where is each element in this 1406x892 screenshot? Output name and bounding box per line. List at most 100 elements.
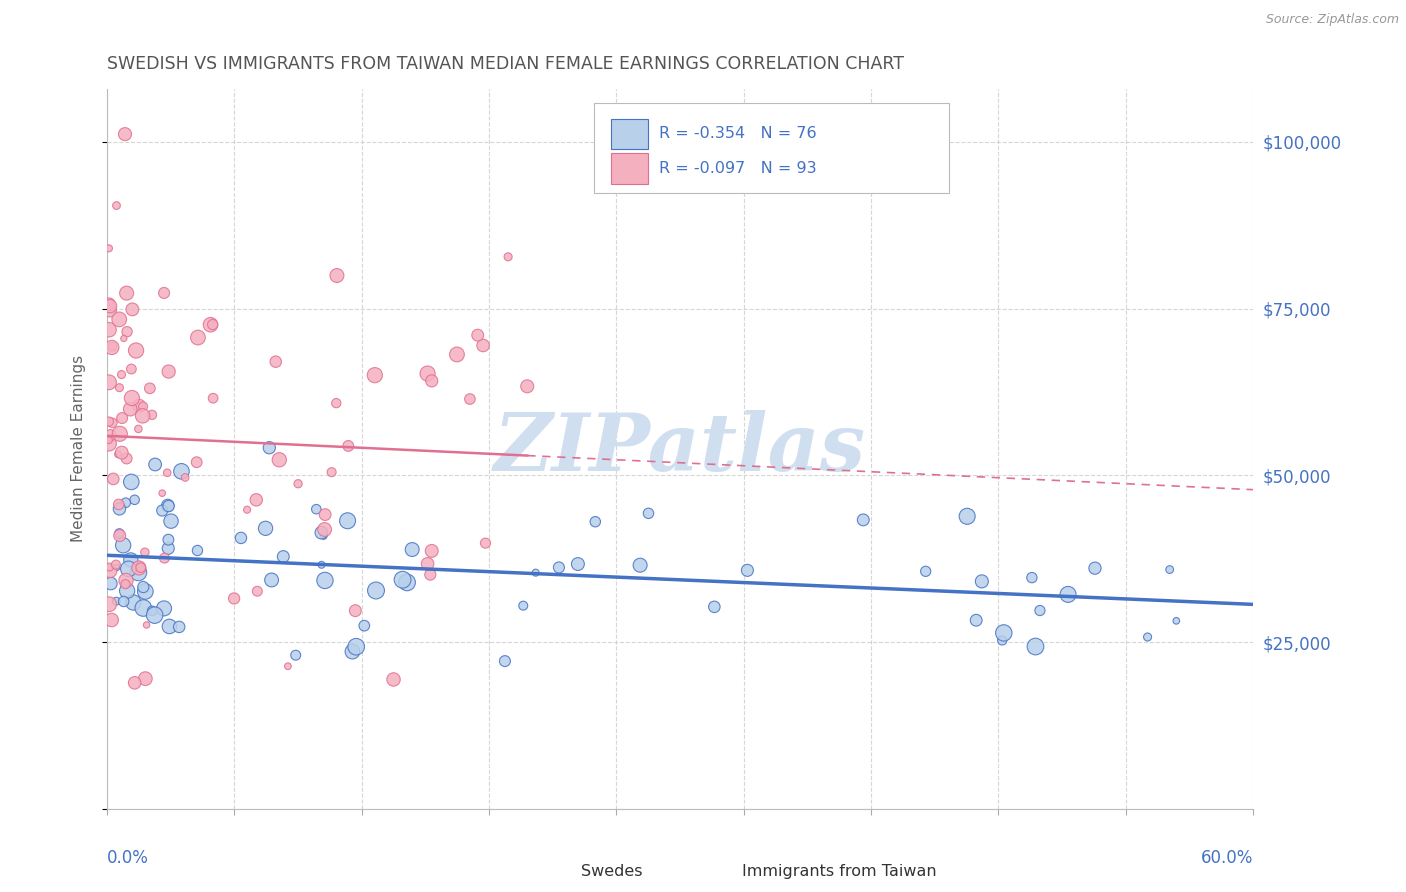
Point bbox=[420, 544, 443, 558]
Point bbox=[120, 553, 142, 567]
Point bbox=[131, 409, 153, 423]
Point bbox=[364, 583, 387, 598]
Point bbox=[117, 562, 139, 576]
Point bbox=[364, 368, 387, 383]
Point bbox=[260, 573, 283, 587]
Point bbox=[703, 599, 725, 614]
FancyBboxPatch shape bbox=[595, 103, 949, 193]
Point bbox=[200, 318, 222, 332]
Point bbox=[174, 470, 197, 484]
Point bbox=[1024, 640, 1046, 654]
Point bbox=[956, 509, 979, 524]
Point bbox=[229, 531, 252, 545]
Point bbox=[98, 415, 121, 429]
Point bbox=[111, 411, 134, 425]
Point bbox=[114, 496, 136, 510]
Point bbox=[108, 526, 131, 541]
Point bbox=[112, 594, 135, 608]
Point bbox=[157, 619, 180, 633]
Point bbox=[342, 645, 364, 659]
Point bbox=[156, 466, 179, 480]
Point bbox=[132, 580, 155, 594]
Point bbox=[202, 391, 225, 405]
Point bbox=[114, 577, 136, 591]
Point bbox=[264, 354, 287, 368]
Point bbox=[108, 312, 131, 326]
Point bbox=[1159, 563, 1181, 577]
Point bbox=[344, 640, 367, 654]
Point bbox=[120, 475, 142, 489]
Point bbox=[101, 416, 124, 430]
Point bbox=[401, 542, 423, 557]
Y-axis label: Median Female Earnings: Median Female Earnings bbox=[72, 355, 86, 542]
Point bbox=[467, 328, 489, 343]
Text: Immigrants from Taiwan: Immigrants from Taiwan bbox=[742, 864, 936, 880]
Point bbox=[446, 347, 468, 361]
Point bbox=[128, 399, 150, 413]
Point bbox=[120, 402, 142, 417]
Point bbox=[236, 502, 259, 516]
Text: Source: ZipAtlas.com: Source: ZipAtlas.com bbox=[1265, 13, 1399, 27]
Text: ZIPatlas: ZIPatlas bbox=[494, 410, 866, 488]
Point bbox=[494, 654, 516, 668]
Point bbox=[120, 362, 142, 376]
Point bbox=[115, 574, 138, 588]
Point bbox=[114, 127, 136, 141]
Point bbox=[98, 241, 121, 255]
Point bbox=[336, 514, 359, 528]
Point bbox=[112, 331, 135, 345]
Point bbox=[101, 340, 124, 354]
Point bbox=[567, 557, 589, 571]
Point bbox=[314, 574, 336, 588]
Point bbox=[287, 476, 309, 491]
Point bbox=[124, 676, 146, 690]
Point bbox=[129, 560, 152, 574]
Point bbox=[115, 286, 138, 301]
Point bbox=[111, 445, 134, 459]
Point bbox=[284, 648, 307, 663]
Point bbox=[112, 538, 135, 552]
Point bbox=[326, 268, 349, 283]
Point bbox=[245, 492, 267, 507]
Point bbox=[965, 613, 987, 627]
Point bbox=[110, 368, 132, 382]
Point bbox=[134, 672, 156, 686]
Point bbox=[314, 508, 336, 522]
Point bbox=[98, 433, 121, 447]
Point bbox=[98, 299, 121, 313]
Point bbox=[98, 564, 121, 578]
Point bbox=[141, 604, 163, 618]
Point bbox=[100, 428, 122, 442]
Point bbox=[637, 506, 659, 520]
Point bbox=[993, 626, 1015, 640]
Point bbox=[98, 597, 121, 611]
Point bbox=[122, 595, 145, 609]
Point bbox=[246, 584, 269, 599]
FancyBboxPatch shape bbox=[612, 153, 648, 184]
Point bbox=[134, 545, 156, 559]
Point bbox=[107, 447, 129, 461]
Point bbox=[157, 533, 180, 547]
Point bbox=[583, 515, 606, 529]
Point bbox=[254, 521, 277, 535]
Point bbox=[737, 563, 759, 577]
Point bbox=[108, 528, 131, 542]
Point bbox=[259, 441, 281, 455]
Point bbox=[991, 633, 1014, 648]
Point bbox=[325, 396, 347, 410]
Point bbox=[157, 499, 180, 513]
FancyBboxPatch shape bbox=[538, 858, 571, 886]
Point bbox=[135, 618, 157, 632]
Point bbox=[160, 514, 183, 528]
Point bbox=[127, 566, 149, 580]
Point bbox=[167, 620, 190, 634]
Point bbox=[1029, 603, 1052, 617]
Point bbox=[512, 599, 534, 613]
FancyBboxPatch shape bbox=[612, 119, 648, 149]
Point bbox=[311, 525, 333, 540]
Point bbox=[125, 343, 148, 358]
Point bbox=[416, 557, 439, 571]
Point bbox=[153, 551, 176, 566]
Point bbox=[108, 381, 131, 395]
Point bbox=[472, 338, 495, 352]
